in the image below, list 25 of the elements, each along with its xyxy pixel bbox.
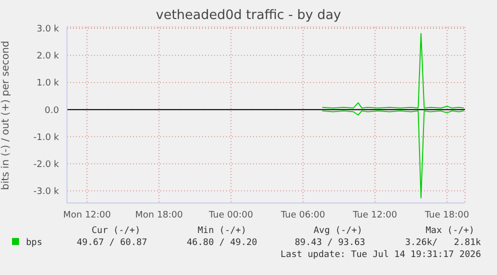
x-tick-label: Tue 06:00 [280,210,326,220]
x-tick-label: Tue 12:00 [352,210,398,220]
text: Avg (-/+) [312,226,364,236]
text: 46.80 / 49.20 [186,238,258,248]
y-tick-label: -1.0 k [33,132,60,143]
text: Min (-/+) [196,226,248,236]
text: 89.43 / 93.63 [294,238,366,248]
legend-label: bps [25,238,42,248]
x-tick-label: Mon 12:00 [63,210,112,220]
text: Cur (-/+) [90,226,142,236]
text: 49.67 / 60.87 [76,238,148,248]
y-tick-label: 3.0 k [36,24,60,35]
text: Last update: Tue Jul 14 19:31:17 2026 [280,250,481,260]
y-tick-label: -3.0 k [33,187,60,198]
x-tick-label: Mon 18:00 [135,210,184,220]
text: Max (-/+) [424,226,476,236]
y-tick-label: 1.0 k [36,78,60,89]
y-axis-title: bits in (-) / out (+) per second [0,40,12,190]
x-tick-label: Tue 18:00 [424,210,470,220]
y-tick-label: -2.0 k [33,160,60,170]
text: 3.26k/ 2.81k [404,238,482,248]
y-tick-label: 0.0 [44,106,60,116]
y-tick-label: 2.0 k [36,52,60,62]
x-tick-label: Tue 00:00 [208,210,254,220]
chart-title: vetheaded0d traffic - by day [154,8,342,23]
